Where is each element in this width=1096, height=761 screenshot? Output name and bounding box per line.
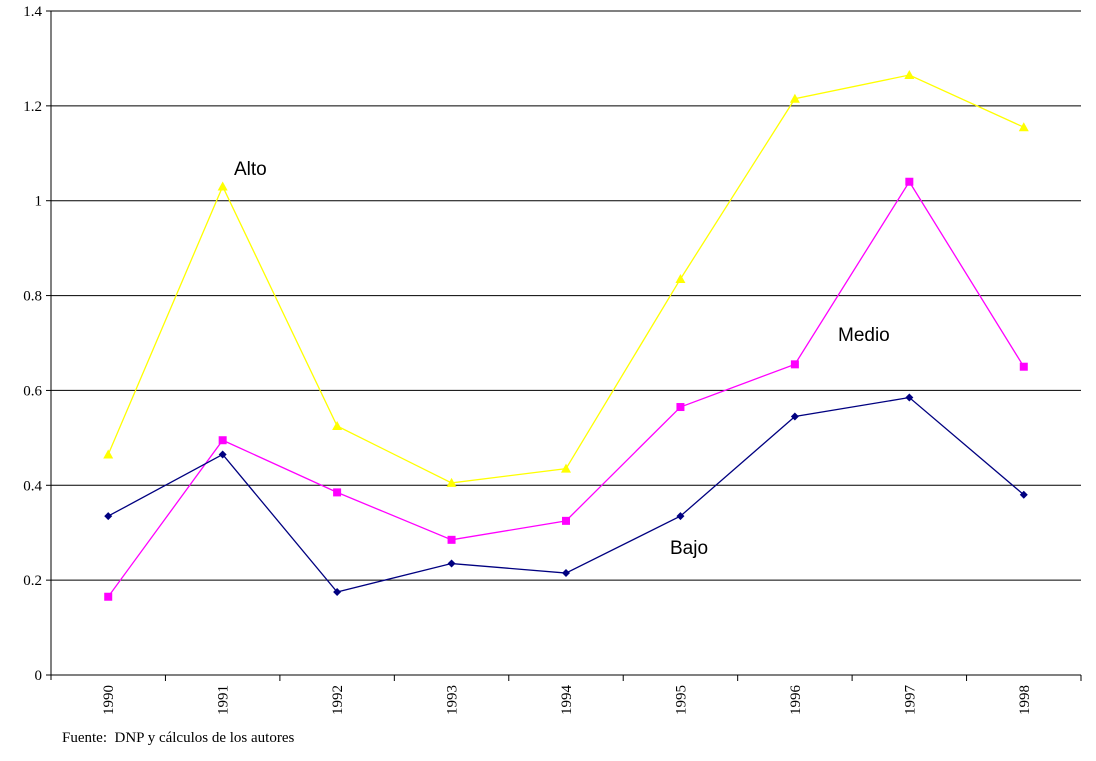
y-tick-label: 0 [35,668,43,684]
data-point [217,181,228,191]
series-labels: Alto Medio Bajo [234,159,890,559]
y-tick-label: 1.2 [23,99,42,115]
y-tick-label: 0.8 [23,289,42,305]
data-point [333,588,342,596]
y-tick-label: 1.4 [23,4,42,20]
data-point [561,463,571,473]
data-point [447,535,456,544]
data-point [218,436,227,445]
data-point [676,403,685,412]
data-point [790,360,799,369]
axes [46,10,1082,681]
series-alto [103,70,1029,487]
data-point [789,93,800,103]
data-point [1019,362,1028,371]
data-point [103,449,114,459]
series-medio [104,177,1028,601]
data-point [790,412,799,421]
data-point [332,421,343,430]
y-tick-label: 1 [35,194,43,210]
series-line [107,74,1025,484]
data-point [218,450,227,459]
data-point [675,273,686,283]
data-point [905,177,914,186]
x-tick-label: 1991 [216,685,232,715]
series-line [107,180,1025,598]
data-point [333,488,342,497]
x-tick-label: 1990 [101,685,117,715]
data-point [104,592,113,601]
grid-lines [51,10,1081,581]
y-tick-labels: 0 0.2 0.4 0.6 0.8 1 1.2 1.4 [23,4,42,684]
y-tick-label: 0.6 [23,383,42,399]
series-line [107,396,1025,593]
source-note: Fuente: DNP y cálculos de los autores [62,730,295,746]
data-point [562,516,570,525]
data-point [1019,490,1028,499]
data-point [905,393,914,402]
data-point [446,477,457,487]
data-point [676,512,685,521]
x-tick-label: 1997 [902,685,918,716]
x-tick-label: 1996 [788,685,804,716]
x-tick-label: 1998 [1017,685,1033,715]
series-label-medio: Medio [838,325,890,346]
series-bajo [104,393,1028,596]
data-point [904,70,915,80]
y-tick-label: 0.2 [23,573,42,589]
series-label-alto: Alto [234,159,267,180]
series-label-bajo: Bajo [670,538,708,559]
x-tick-label: 1993 [445,685,461,715]
x-tick-label: 1994 [559,685,575,716]
data-point [1018,122,1029,132]
data-point [447,559,456,568]
series [103,70,1029,601]
data-point [562,569,570,578]
data-point [104,512,113,521]
x-tick-labels: 1990 1991 1992 1993 1994 1995 1996 1997 1998 [101,685,1033,716]
x-tick-label: 1992 [330,685,346,715]
y-tick-label: 0.4 [23,478,42,494]
x-tick-label: 1995 [673,685,689,715]
